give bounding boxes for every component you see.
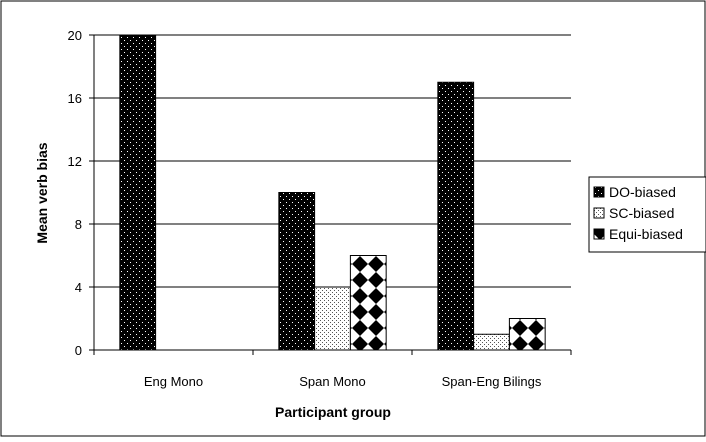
- y-tick-label: 20: [68, 28, 82, 43]
- legend-frame: [588, 176, 706, 253]
- x-tick-label: Span-Eng Bilings: [442, 374, 542, 389]
- bar-sc-biased: [314, 286, 351, 351]
- y-tick-label: 8: [75, 217, 82, 232]
- y-tick-labels: 0 4 8 12 16 20: [68, 28, 82, 358]
- y-tick-label: 16: [68, 91, 82, 106]
- y-axis-title: Mean verb bias: [34, 142, 50, 243]
- bar-equi-biased: [349, 255, 387, 351]
- x-tick-label: Eng Mono: [144, 374, 203, 389]
- gridlines: [94, 34, 571, 288]
- legend: DO-biased SC-biased Equi-biased: [588, 176, 706, 253]
- legend-swatch: [593, 186, 605, 198]
- legend-label: Equi-biased: [609, 226, 683, 242]
- y-tick-label: 12: [68, 154, 82, 169]
- bar-do-biased: [278, 192, 316, 351]
- legend-label: DO-biased: [609, 184, 676, 200]
- bar-do-biased: [119, 34, 157, 351]
- x-tick-labels: Eng Mono Span Mono Span-Eng Bilings: [144, 374, 542, 389]
- y-tick-label: 4: [75, 280, 82, 295]
- y-tick-label: 0: [75, 343, 82, 358]
- bar-do-biased: [437, 81, 475, 351]
- x-tick-label: Span Mono: [299, 374, 366, 389]
- legend-label: SC-biased: [609, 205, 674, 221]
- bars: [119, 34, 546, 351]
- bar-equi-biased: [508, 318, 546, 351]
- legend-swatch: [593, 207, 605, 219]
- legend-swatch: [593, 228, 605, 240]
- x-axis-title: Participant group: [275, 404, 391, 420]
- axes: [89, 34, 572, 355]
- bar-sc-biased: [473, 333, 510, 351]
